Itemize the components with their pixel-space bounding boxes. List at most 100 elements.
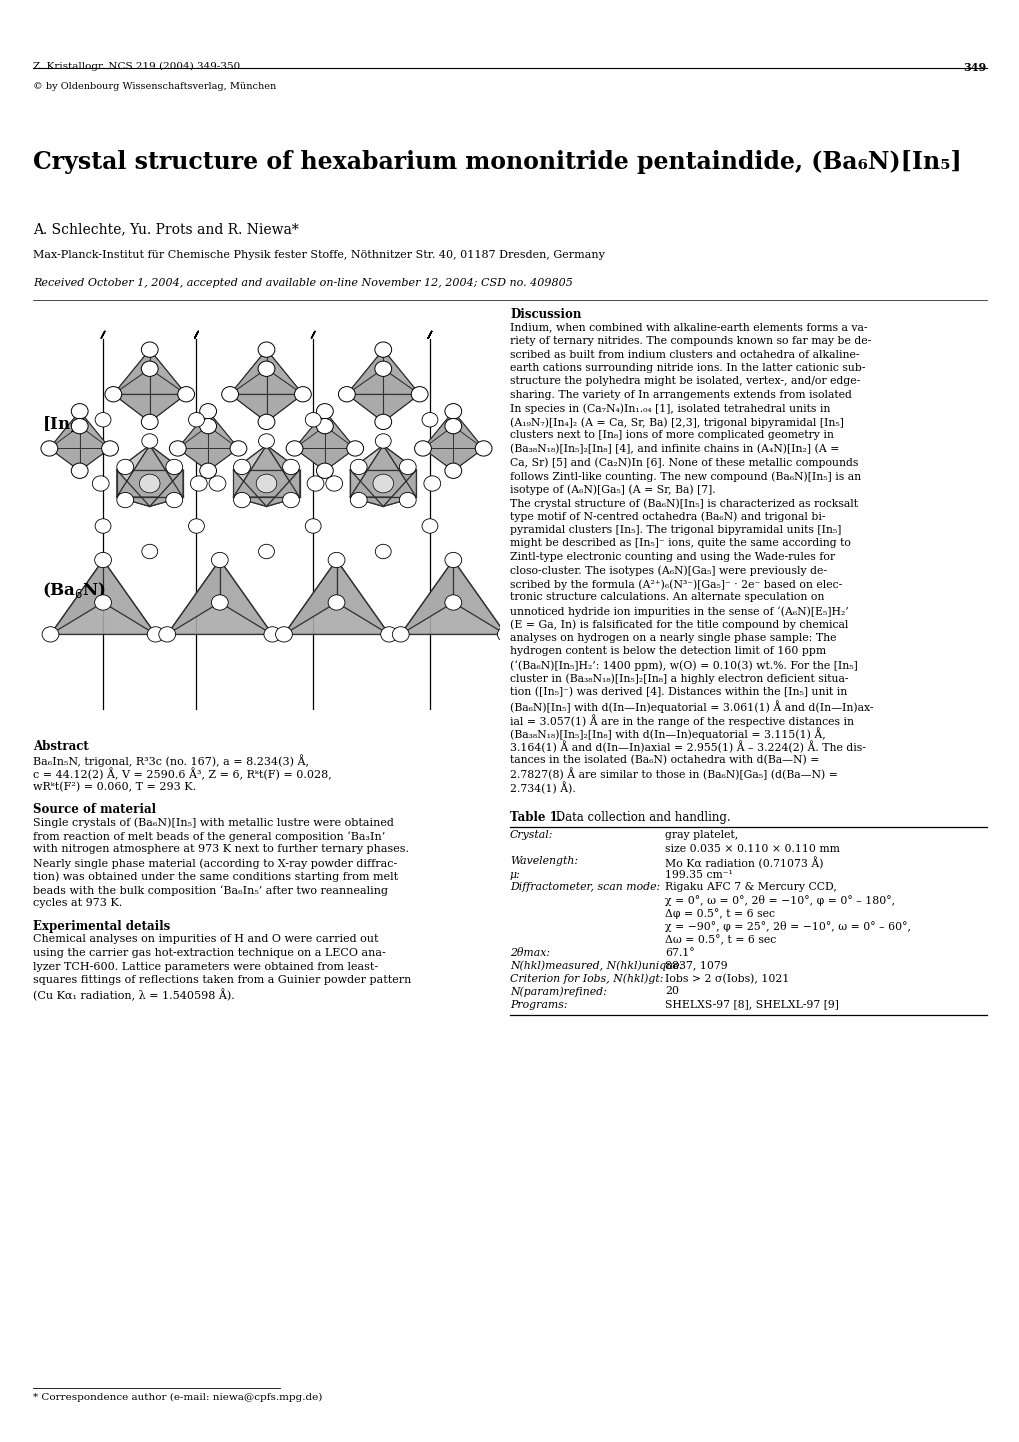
- Circle shape: [200, 418, 216, 434]
- Polygon shape: [230, 369, 266, 423]
- Text: © by Oldenbourg Wissenschaftsverlag, München: © by Oldenbourg Wissenschaftsverlag, Mün…: [33, 82, 276, 91]
- Circle shape: [42, 627, 59, 642]
- Text: Source of material: Source of material: [33, 803, 156, 816]
- Circle shape: [200, 404, 216, 418]
- Text: from reaction of melt beads of the general composition ‘Ba₃In’: from reaction of melt beads of the gener…: [33, 831, 385, 842]
- Text: Abstract: Abstract: [33, 740, 89, 753]
- Circle shape: [102, 441, 118, 456]
- Circle shape: [258, 360, 275, 376]
- Text: Zintl-type electronic counting and using the Wade-rules for: Zintl-type electronic counting and using…: [510, 552, 835, 562]
- Polygon shape: [346, 394, 419, 423]
- Text: closo-cluster. The isotypes (A₆N)[Ga₅] were previously de-: closo-cluster. The isotypes (A₆N)[Ga₅] w…: [510, 565, 826, 575]
- Circle shape: [286, 441, 303, 456]
- Polygon shape: [230, 394, 303, 423]
- Circle shape: [258, 342, 275, 358]
- Text: Rigaku AFC 7 & Mercury CCD,: Rigaku AFC 7 & Mercury CCD,: [664, 883, 836, 893]
- Text: Diffractometer, scan mode:: Diffractometer, scan mode:: [510, 883, 659, 893]
- Polygon shape: [113, 369, 150, 423]
- Circle shape: [95, 412, 111, 427]
- Text: (E = Ga, In) is falsificated for the title compound by chemical: (E = Ga, In) is falsificated for the tit…: [510, 620, 848, 630]
- Circle shape: [316, 404, 333, 418]
- Circle shape: [166, 460, 182, 474]
- Polygon shape: [116, 446, 150, 497]
- Text: tronic structure calculations. An alternate speculation on: tronic structure calculations. An altern…: [510, 593, 823, 603]
- Text: Criterion for Iobs, N(hkl)gt:: Criterion for Iobs, N(hkl)gt:: [510, 973, 662, 983]
- Polygon shape: [79, 427, 110, 470]
- Polygon shape: [230, 349, 303, 394]
- Circle shape: [105, 386, 121, 402]
- Text: Ba₆In₅N, trigonal, R³3c (no. 167), a = 8.234(3) Å,: Ba₆In₅N, trigonal, R³3c (no. 167), a = 8…: [33, 754, 309, 767]
- Polygon shape: [400, 559, 452, 634]
- Circle shape: [411, 386, 428, 402]
- Polygon shape: [452, 411, 483, 448]
- Polygon shape: [177, 411, 238, 448]
- Circle shape: [258, 414, 275, 430]
- Text: Wavelength:: Wavelength:: [510, 857, 578, 867]
- Circle shape: [375, 544, 391, 558]
- Polygon shape: [346, 349, 383, 394]
- Circle shape: [256, 474, 276, 493]
- Circle shape: [258, 544, 274, 558]
- Polygon shape: [294, 411, 325, 448]
- Polygon shape: [233, 497, 300, 506]
- Polygon shape: [113, 349, 185, 394]
- Polygon shape: [383, 446, 416, 497]
- Text: pyramidal clusters [In₅]. The trigonal bipyramidal units [In₅]: pyramidal clusters [In₅]. The trigonal b…: [510, 525, 841, 535]
- Circle shape: [414, 441, 431, 456]
- Text: tion) was obtained under the same conditions starting from melt: tion) was obtained under the same condit…: [33, 871, 397, 883]
- Polygon shape: [350, 470, 383, 506]
- Polygon shape: [283, 559, 388, 634]
- Polygon shape: [167, 559, 272, 634]
- Text: earth cations surrounding nitride ions. In the latter cationic sub-: earth cations surrounding nitride ions. …: [510, 363, 865, 373]
- Text: (Cu Kα₁ radiation, λ = 1.540598 Å).: (Cu Kα₁ radiation, λ = 1.540598 Å).: [33, 989, 234, 1001]
- Polygon shape: [350, 470, 416, 506]
- Polygon shape: [283, 559, 336, 634]
- Text: tion ([In₅]⁻) was derived [4]. Distances within the [In₅] unit in: tion ([In₅]⁻) was derived [4]. Distances…: [510, 686, 847, 698]
- Circle shape: [258, 434, 274, 448]
- Polygon shape: [383, 349, 419, 394]
- Text: 349: 349: [963, 62, 986, 74]
- Polygon shape: [116, 446, 182, 497]
- Polygon shape: [177, 411, 208, 448]
- Circle shape: [444, 596, 462, 610]
- Text: (Ba₃₈N₁₈)[In₅]₂[In₈] [4], and infinite chains in (A₄N)[In₂] (A =: (Ba₃₈N₁₈)[In₅]₂[In₈] [4], and infinite c…: [510, 444, 839, 454]
- Text: N(param)refined:: N(param)refined:: [510, 986, 606, 996]
- Circle shape: [117, 492, 133, 508]
- Text: Ca, Sr) [5] and (Ca₂N)In [6]. None of these metallic compounds: Ca, Sr) [5] and (Ca₂N)In [6]. None of th…: [510, 457, 858, 469]
- Text: 199.35 cm⁻¹: 199.35 cm⁻¹: [664, 870, 733, 880]
- Circle shape: [444, 552, 462, 568]
- Circle shape: [95, 519, 111, 534]
- Text: Δφ = 0.5°, t = 6 sec: Δφ = 0.5°, t = 6 sec: [664, 908, 774, 920]
- Text: 2.734(1) Å).: 2.734(1) Å).: [510, 782, 575, 795]
- Polygon shape: [266, 349, 303, 394]
- Circle shape: [71, 418, 88, 434]
- Text: Table 1.: Table 1.: [510, 810, 561, 823]
- Text: Crystal:: Crystal:: [510, 831, 553, 841]
- Circle shape: [95, 552, 111, 568]
- Circle shape: [422, 412, 437, 427]
- Text: In species in (Ca₇N₄)In₁.₀₄ [1], isolated tetrahedral units in: In species in (Ca₇N₄)In₁.₀₄ [1], isolate…: [510, 404, 829, 414]
- Polygon shape: [350, 446, 416, 497]
- Polygon shape: [294, 427, 325, 470]
- Circle shape: [166, 492, 182, 508]
- Circle shape: [325, 476, 342, 492]
- Circle shape: [294, 386, 311, 402]
- Text: Data collection and handling.: Data collection and handling.: [551, 810, 730, 823]
- Circle shape: [380, 627, 397, 642]
- Polygon shape: [452, 427, 483, 470]
- Polygon shape: [150, 369, 185, 423]
- Text: (Ba$_6$N): (Ba$_6$N): [43, 580, 106, 600]
- Circle shape: [189, 519, 204, 534]
- Text: 8837, 1079: 8837, 1079: [664, 960, 727, 970]
- Text: 20: 20: [664, 986, 679, 996]
- Circle shape: [264, 627, 280, 642]
- Polygon shape: [336, 559, 388, 634]
- Circle shape: [211, 552, 228, 568]
- Polygon shape: [50, 559, 103, 634]
- Text: sharing. The variety of In arrangements extends from isolated: sharing. The variety of In arrangements …: [510, 389, 851, 399]
- Polygon shape: [233, 470, 266, 506]
- Text: Experimental details: Experimental details: [33, 920, 170, 933]
- Text: The crystal structure of (Ba₆N)[In₅] is characterized as rocksalt: The crystal structure of (Ba₆N)[In₅] is …: [510, 497, 857, 509]
- Text: unnoticed hydride ion impurities in the sense of ‘(A₆N)[E₅]H₂’: unnoticed hydride ion impurities in the …: [510, 606, 848, 617]
- Circle shape: [346, 441, 363, 456]
